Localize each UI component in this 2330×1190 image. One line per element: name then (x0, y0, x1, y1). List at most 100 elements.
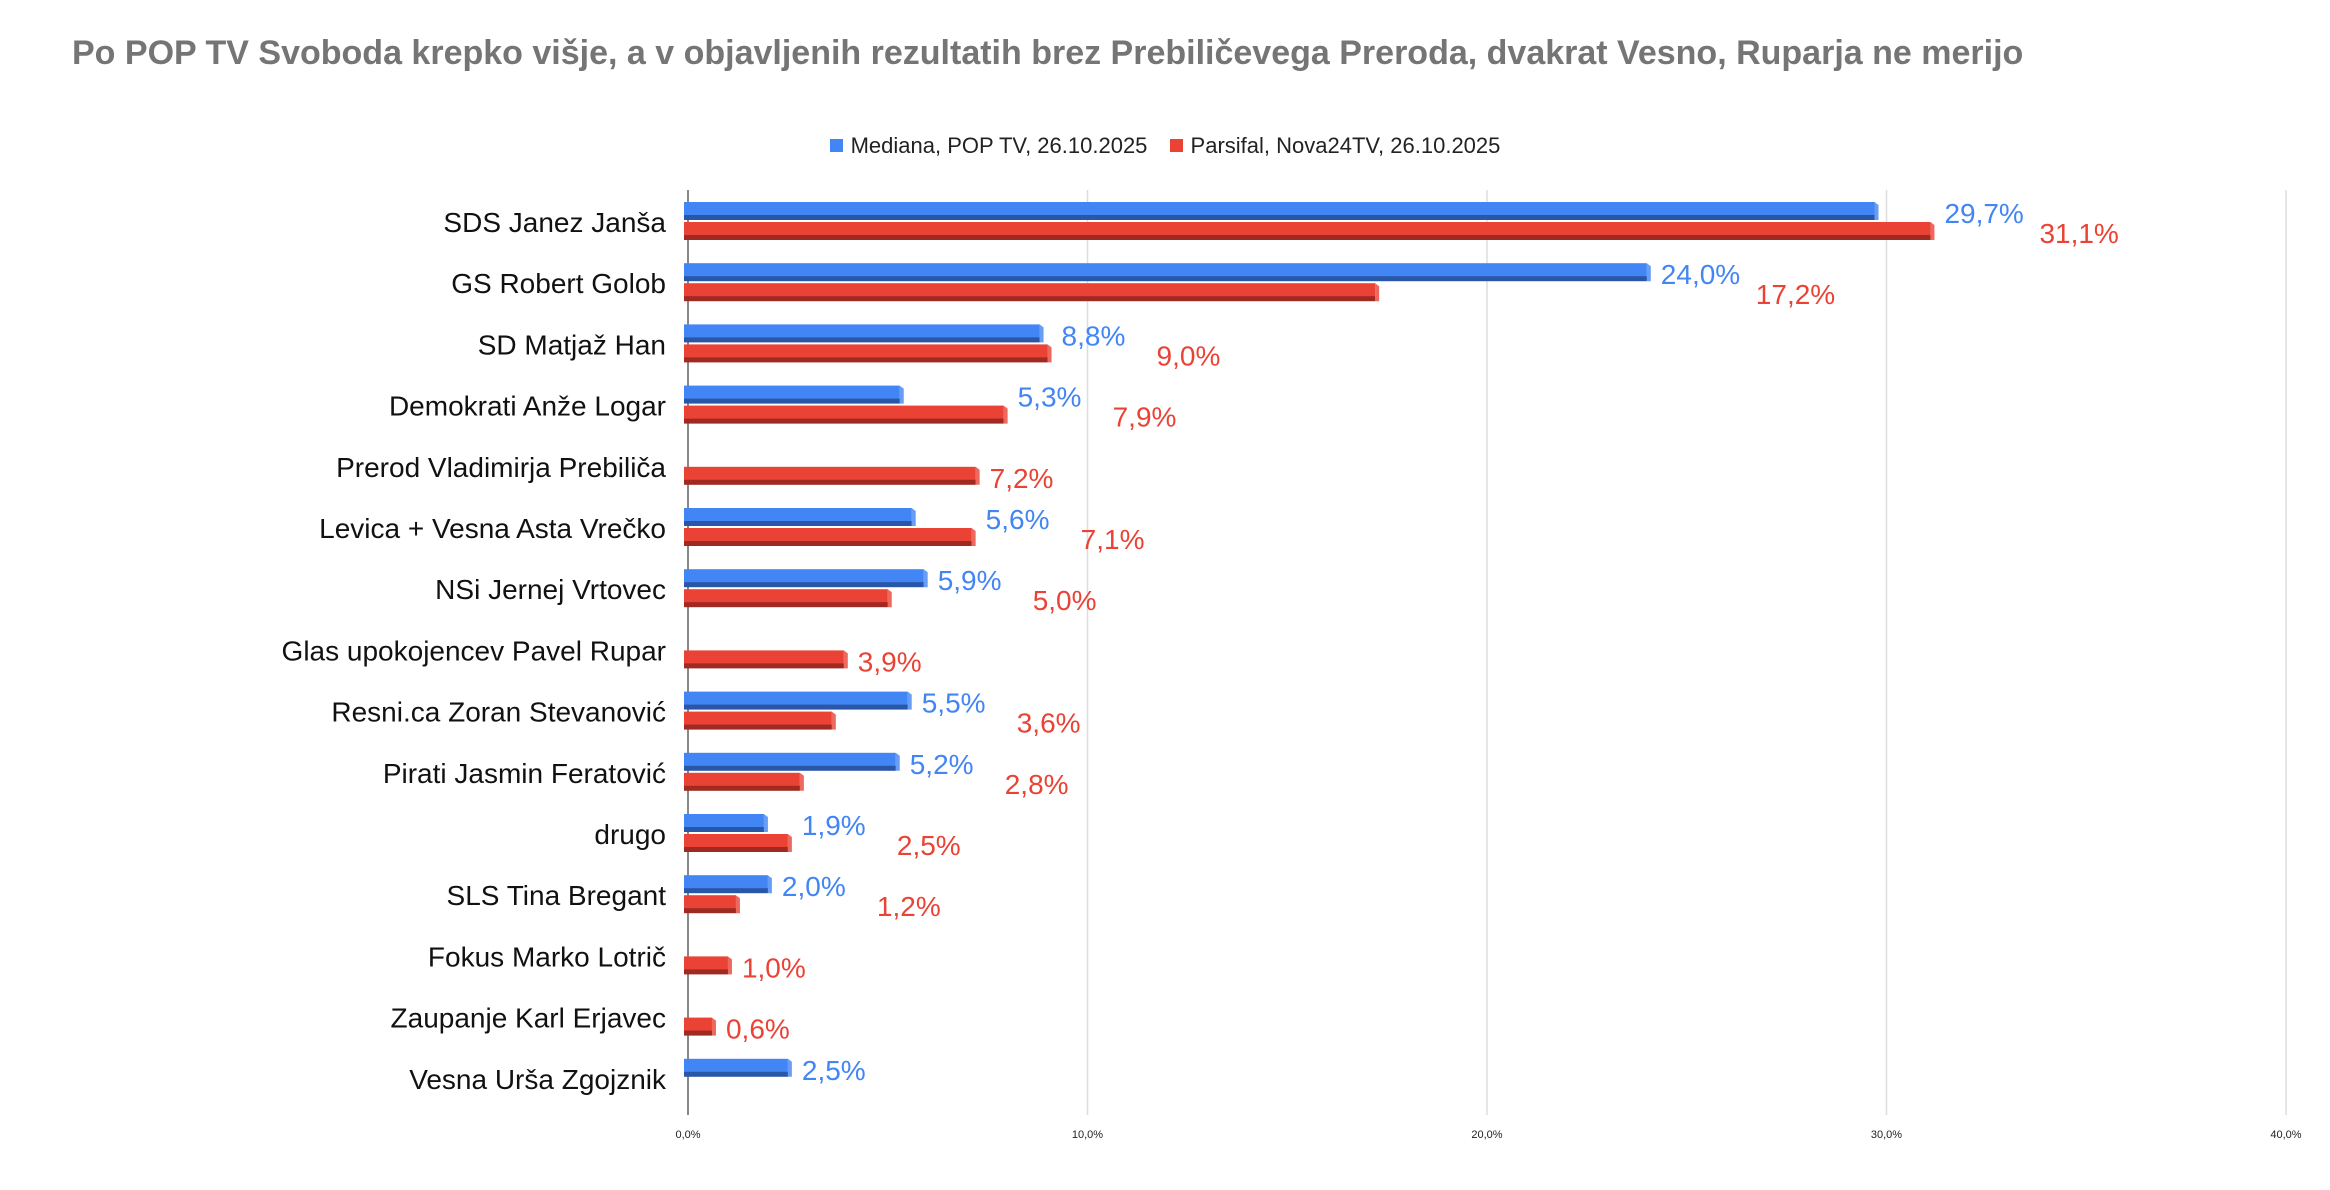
bar-edge (831, 711, 836, 730)
category-label: Fokus Marko Lotrič (428, 941, 666, 972)
category-label: SDS Janez Janša (443, 207, 666, 238)
data-label: 24,0% (1661, 259, 1740, 290)
bar-shadow (684, 582, 924, 588)
bar-edge (971, 528, 976, 546)
x-tick-label: 40,0% (2270, 1129, 2301, 1141)
legend-swatch (1169, 139, 1183, 152)
legend-label: Parsifal, Nova24TV, 26.10.2025 (1190, 132, 1501, 158)
x-tick-label: 0,0% (675, 1129, 700, 1141)
bar (684, 691, 908, 709)
bar (684, 875, 768, 893)
data-label: 5,9% (938, 565, 1002, 596)
x-tick-label: 30,0% (1871, 1129, 1902, 1141)
legend-item-mediana: Mediana, POP TV, 26.10.2025 (829, 132, 1148, 159)
bar-shadow (684, 1071, 788, 1077)
bar (684, 222, 1931, 239)
data-label: 0,6% (726, 1014, 790, 1045)
data-label: 31,1% (2039, 218, 2118, 249)
legend-swatch (829, 139, 843, 152)
bar-edge (923, 569, 928, 588)
bar-edge (911, 508, 916, 526)
x-tick-label: 20,0% (1471, 1129, 1502, 1141)
bar (684, 956, 728, 974)
bar-edge (1003, 405, 1008, 424)
legend-item-parsifal: Parsifal, Nova24TV, 26.10.2025 (1169, 132, 1501, 159)
bar (684, 1058, 788, 1076)
data-label: 5,0% (1033, 585, 1097, 616)
bar-edge (843, 650, 848, 669)
data-label: 5,5% (922, 688, 986, 719)
category-label: GS Robert Golob (451, 268, 666, 299)
category-label: Demokrati Anže Logar (389, 391, 666, 422)
category-label: Levica + Vesna Asta Vrečko (319, 513, 666, 544)
chart-title: Po POP TV Svoboda krepko višje, a v obja… (72, 34, 2024, 72)
bar-shadow (684, 296, 1376, 302)
bar-shadow (684, 541, 972, 546)
bar-edge (1646, 263, 1651, 282)
bar (684, 589, 888, 607)
bar-shadow (684, 418, 1004, 424)
bar (684, 569, 924, 587)
bar (684, 344, 1048, 362)
bar-shadow (684, 704, 908, 710)
bar (684, 650, 844, 668)
bar-edge (1375, 283, 1380, 302)
bar-edge (1874, 202, 1879, 220)
bar-shadow (684, 908, 736, 914)
legend-label: Mediana, POP TV, 26.10.2025 (850, 132, 1148, 158)
bar-edge (1047, 344, 1052, 363)
data-label: 2,8% (1005, 769, 1069, 800)
bar-edge (799, 772, 804, 791)
category-label: Prerod Vladimirja Prebiliča (336, 452, 666, 483)
category-label: Vesna Urša Zgojznik (409, 1064, 667, 1095)
bar-edge (763, 814, 768, 832)
bar-edge (887, 589, 892, 608)
data-label: 1,9% (802, 810, 866, 841)
data-label: 7,1% (1081, 524, 1145, 555)
category-label: SLS Tina Bregant (447, 880, 667, 911)
bar (684, 895, 736, 913)
bar-shadow (684, 724, 832, 730)
bar-shadow (684, 479, 976, 485)
bar-shadow (684, 765, 896, 771)
data-label: 3,9% (858, 646, 922, 677)
bar-edge (1039, 324, 1044, 343)
bar-shadow (684, 276, 1647, 282)
bar (684, 202, 1875, 219)
data-label: 1,0% (742, 952, 806, 983)
category-label: SD Matjaž Han (478, 329, 666, 360)
data-label: 17,2% (1756, 279, 1835, 310)
data-label: 5,6% (986, 504, 1050, 535)
data-label: 9,0% (1157, 340, 1221, 371)
bar (684, 466, 976, 484)
bar (684, 324, 1040, 342)
data-label: 5,2% (910, 749, 974, 780)
bar-shadow (684, 602, 888, 608)
bar-shadow (684, 215, 1875, 220)
bar-edge (787, 1058, 792, 1077)
bar-edge (895, 752, 900, 771)
bar-shadow (684, 888, 768, 894)
data-label: 29,7% (1944, 198, 2023, 229)
bar-shadow (684, 827, 764, 832)
category-label: Pirati Jasmin Feratović (383, 758, 666, 789)
bar-shadow (684, 969, 728, 975)
data-label: 8,8% (1062, 320, 1126, 351)
bar-edge (727, 956, 732, 975)
bar-shadow (684, 357, 1048, 363)
bar-shadow (684, 1030, 712, 1036)
bar (684, 405, 1004, 423)
bar-shadow (684, 398, 900, 404)
bar (684, 814, 764, 831)
bar-shadow (684, 785, 800, 791)
bar-edge (735, 895, 740, 914)
bar (684, 263, 1647, 281)
data-label: 7,2% (990, 463, 1054, 494)
bar-edge (975, 466, 980, 485)
bar-edge (767, 875, 772, 894)
bar-shadow (684, 847, 788, 852)
bar (684, 508, 912, 525)
bar-shadow (684, 337, 1040, 343)
